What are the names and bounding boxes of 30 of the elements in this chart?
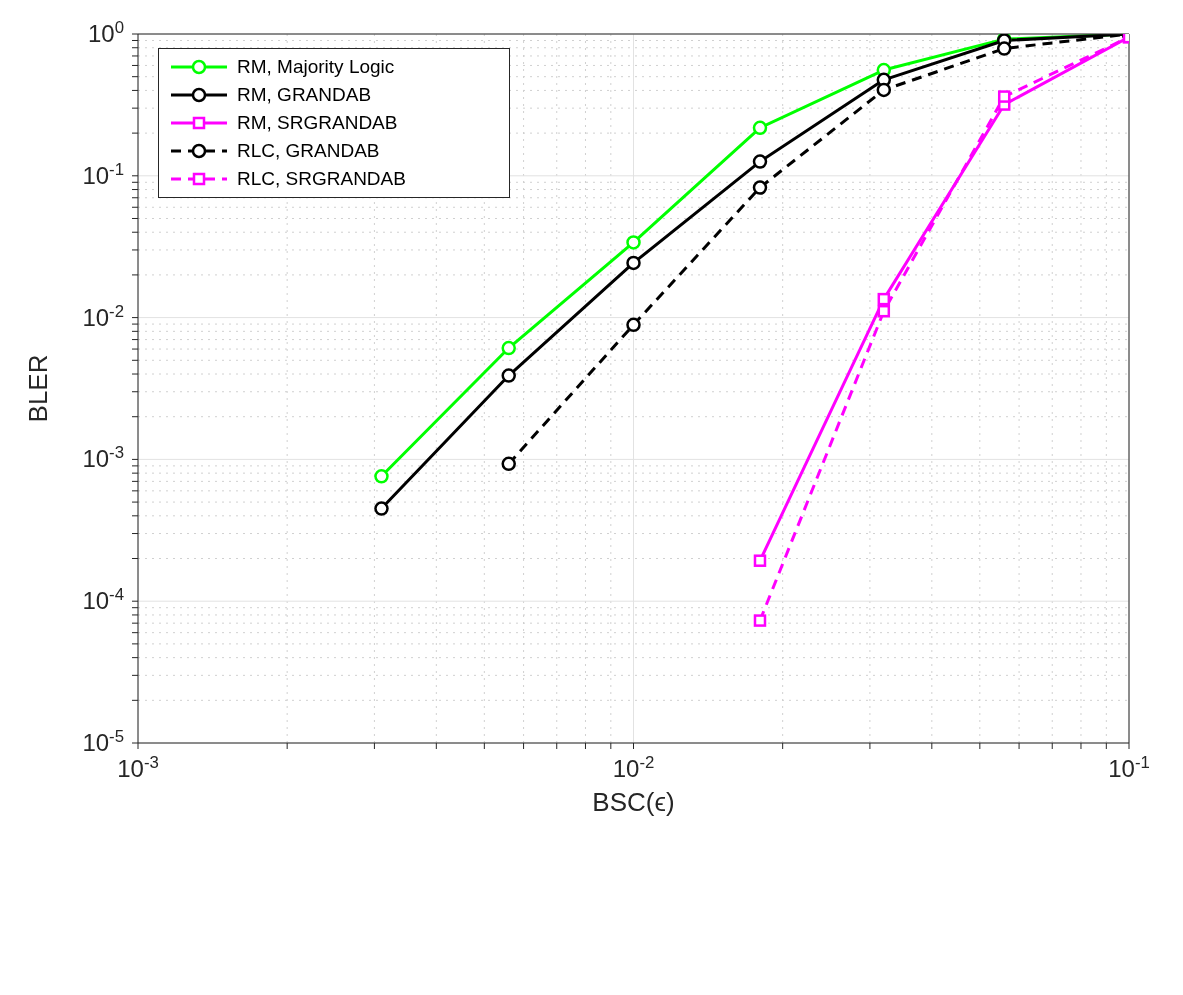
point	[374, 501, 389, 516]
legend-label: RLC, GRANDAB	[237, 140, 380, 162]
x-axis-title: BSC(ϵ)	[592, 787, 675, 817]
y-tick-label: 10$^{-3}$	[82, 442, 124, 473]
point	[626, 255, 641, 271]
legend-label: RM, SRGRANDAB	[237, 112, 398, 134]
point	[374, 469, 389, 484]
y-tick-label: 10$^{-1}$	[82, 159, 124, 189]
point	[877, 304, 891, 318]
y-axis-title: BLER	[23, 354, 54, 423]
point	[626, 317, 641, 333]
point	[752, 180, 768, 195]
point	[753, 614, 767, 627]
point	[501, 368, 516, 383]
legend-label: RM, Majority Logic	[237, 56, 395, 78]
point	[877, 292, 891, 306]
point	[876, 82, 892, 98]
point	[501, 340, 516, 356]
y-tick-label: 10$^{-4}$	[82, 584, 124, 615]
y-tick-label: 10$^{0}$	[87, 17, 124, 47]
y-tick-label: 10$^{-2}$	[82, 301, 124, 331]
point	[753, 554, 767, 567]
point	[501, 456, 516, 472]
point	[752, 120, 768, 136]
legend-label: RM, GRANDAB	[237, 84, 372, 106]
legend-label: RLC, SRGRANDAB	[237, 168, 406, 190]
x-tick-label: 10$^{-1}$	[1108, 752, 1150, 782]
x-tick-label: 10$^{-2}$	[612, 752, 655, 782]
point	[752, 154, 768, 169]
point	[626, 235, 641, 250]
